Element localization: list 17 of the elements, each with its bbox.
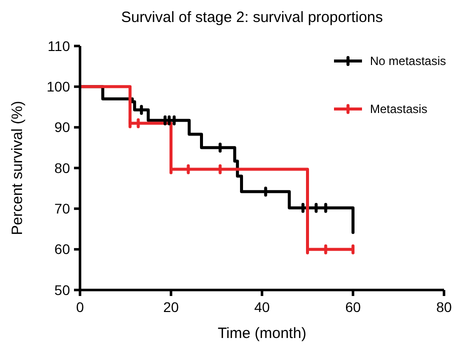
y-tick-label: 100 <box>46 78 70 95</box>
x-tick-label: 20 <box>163 299 179 315</box>
legend-label: No metastasis <box>370 54 446 68</box>
x-tick-label: 0 <box>76 299 84 315</box>
y-axis-title: Percent survival (%) <box>9 100 26 236</box>
y-tick-label: 70 <box>54 200 70 217</box>
y-tick-label: 90 <box>54 119 70 136</box>
y-tick-label: 80 <box>54 160 70 176</box>
chart-title: Survival of stage 2: survival proportions <box>121 9 383 26</box>
y-tick-label: 60 <box>54 241 70 258</box>
legend-label: Metastasis <box>370 102 428 116</box>
y-tick-label: 110 <box>48 38 70 54</box>
y-tick-label: 50 <box>54 282 70 298</box>
x-tick-label: 40 <box>254 299 270 315</box>
x-axis-title: Time (month) <box>218 325 306 342</box>
x-tick-label: 60 <box>345 299 361 315</box>
x-tick-label: 80 <box>436 299 452 315</box>
